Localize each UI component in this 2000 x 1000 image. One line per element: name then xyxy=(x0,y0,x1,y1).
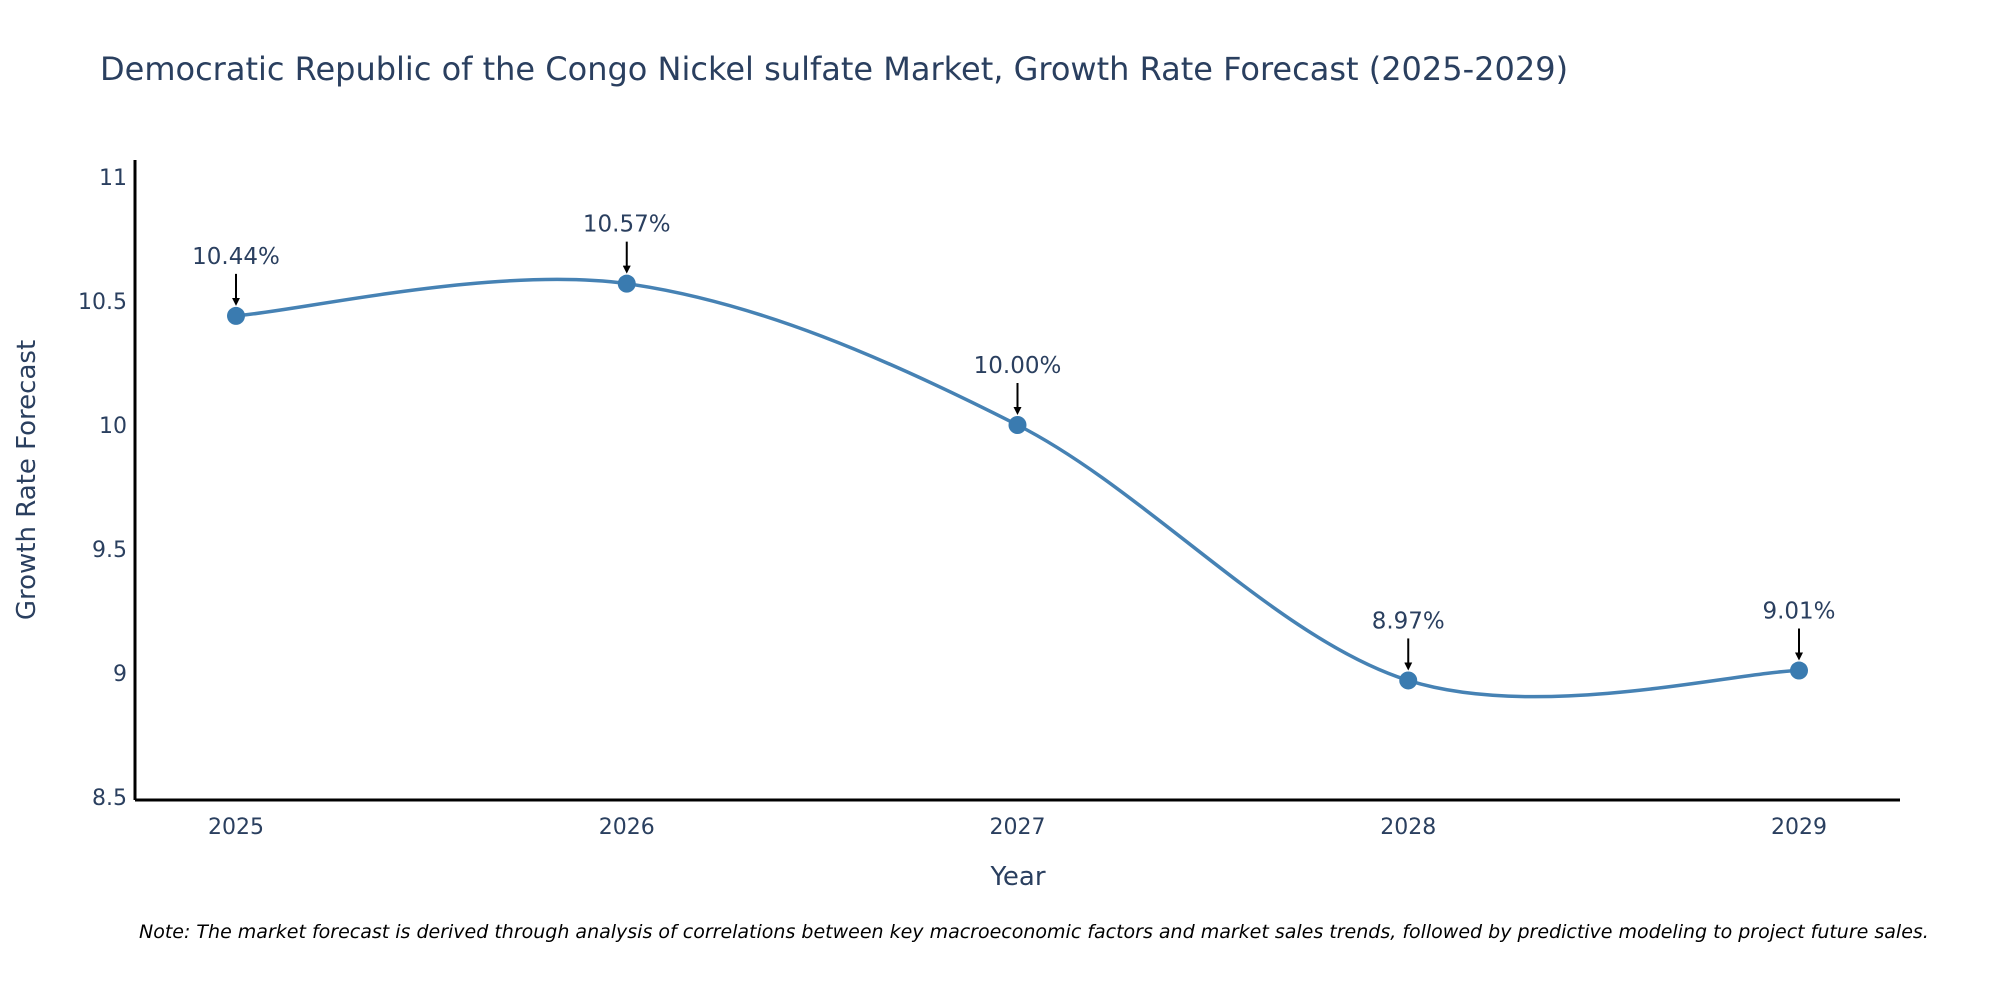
data-label-2027: 10.00% xyxy=(974,353,1062,379)
y-tick-label: 11 xyxy=(99,166,127,191)
data-label-2029: 9.01% xyxy=(1762,599,1835,625)
series xyxy=(227,274,1808,699)
y-tick-label: 10 xyxy=(99,414,127,439)
x-tick-label: 2026 xyxy=(599,815,655,840)
x-tick-label: 2025 xyxy=(208,815,264,840)
y-tick-label: 8.5 xyxy=(92,786,127,811)
y-tick-label: 10.5 xyxy=(78,290,127,315)
data-label-2028: 8.97% xyxy=(1372,608,1445,634)
data-label-2026: 10.57% xyxy=(583,212,671,238)
series-line xyxy=(235,277,1800,699)
y-tick-label: 9 xyxy=(113,662,127,687)
data-label-2025: 10.44% xyxy=(192,244,280,270)
x-tick-label: 2029 xyxy=(1771,815,1827,840)
data-point-2028 xyxy=(1399,671,1418,690)
data-point-2029 xyxy=(1790,661,1808,680)
data-point-2025 xyxy=(227,306,245,325)
y-tick-label: 9.5 xyxy=(92,538,127,563)
x-tick-label: 2028 xyxy=(1380,815,1436,840)
footnote: Note: The market forecast is derived thr… xyxy=(139,921,1929,943)
chart-title: Democratic Republic of the Congo Nickel … xyxy=(100,50,1568,88)
annotations: 10.44% 10.57% 10.00% 8.97% 9.01% xyxy=(192,212,1836,671)
axes: 8.5 9 9.5 10 10.5 11 2025 2026 2027 2028 2029 xyxy=(78,160,1900,840)
x-axis-title: Year xyxy=(989,862,1045,892)
y-axis-title: Growth Rate Forecast xyxy=(12,340,42,620)
data-point-2026 xyxy=(617,274,636,293)
data-point-2027 xyxy=(1008,416,1027,434)
x-tick-label: 2027 xyxy=(990,815,1046,840)
